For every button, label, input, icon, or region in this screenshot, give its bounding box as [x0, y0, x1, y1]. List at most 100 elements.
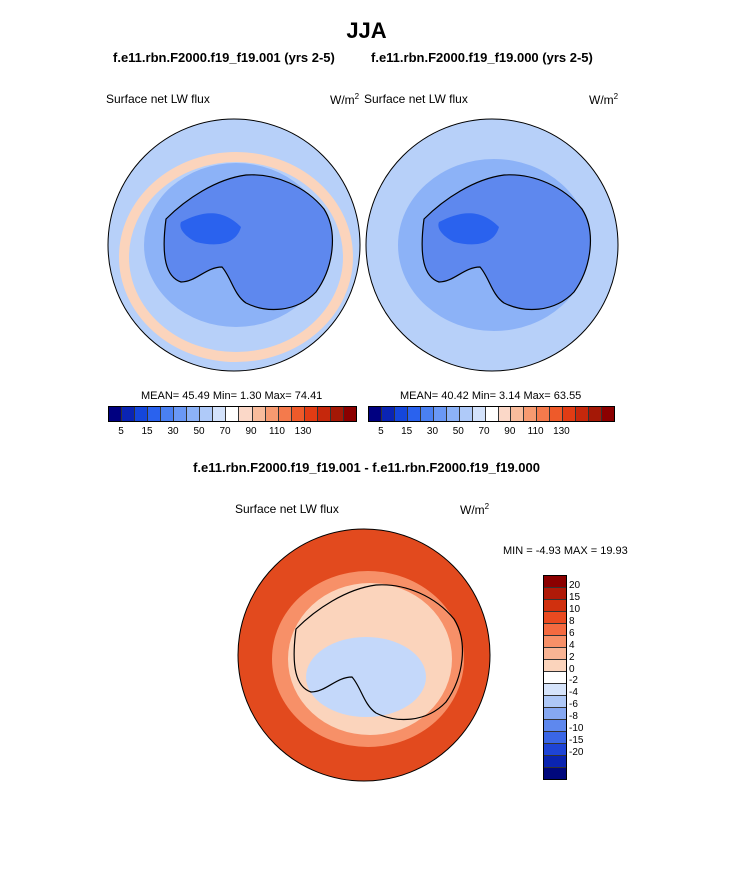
colorbar-tick-label: 8: [569, 615, 575, 627]
colorbar-swatch: [544, 612, 566, 624]
colorbar-tick-label: 10: [569, 603, 581, 615]
colorbar-swatch: [544, 684, 566, 696]
antarctica-land: [164, 174, 333, 310]
colorbar-tick-label: 90: [245, 426, 257, 437]
antarctica-deep-region: [180, 213, 241, 245]
panel-left-units: W/m2: [330, 92, 360, 107]
colorbar-swatch: [537, 407, 551, 421]
colorbar-swatch: [544, 624, 566, 636]
colorbar-swatch: [544, 708, 566, 720]
diff-variable: Surface net LW flux: [235, 502, 339, 516]
panel-left-case-title: f.e11.rbn.F2000.f19_f19.001 (yrs 2-5): [113, 50, 335, 65]
colorbar-swatch: [544, 600, 566, 612]
colorbar-tick-label: 20: [569, 579, 581, 591]
warm-ring: [119, 152, 353, 362]
colorbar-swatch: [498, 407, 512, 421]
colorbar-swatch: [550, 407, 564, 421]
diff-units: W/m2: [460, 502, 490, 517]
colorbar-tick-label: 30: [167, 426, 179, 437]
colorbar-tick-label: -4: [569, 687, 578, 699]
colorbar-swatch: [446, 407, 460, 421]
colorbar-tick-label: 130: [553, 426, 570, 437]
colorbar-swatch: [544, 588, 566, 600]
colorbar-swatch: [563, 407, 577, 421]
colorbar-swatch: [239, 407, 253, 421]
colorbar-tick-label: 50: [193, 426, 205, 437]
panel-right-case-title: f.e11.rbn.F2000.f19_f19.000 (yrs 2-5): [371, 50, 593, 65]
panel-right-stats: MEAN= 40.42 Min= 3.14 Max= 63.55: [400, 390, 582, 402]
colorbar-swatch: [343, 407, 356, 421]
colorbar-swatch: [109, 407, 123, 421]
coastline: [163, 174, 334, 311]
polar-map-right: [365, 118, 619, 372]
colorbar-tick-label: 15: [141, 426, 153, 437]
colorbar-tick-label: -2: [569, 675, 578, 687]
colorbar-tick-label: 15: [569, 591, 581, 603]
colorbar-swatch: [291, 407, 305, 421]
coastline: [421, 174, 592, 311]
colorbar-swatch: [544, 648, 566, 660]
colorbar-swatch: [135, 407, 149, 421]
colorbar-tick-label: 0: [569, 663, 575, 675]
colorbar-swatch: [524, 407, 538, 421]
figure-title: JJA: [346, 18, 387, 43]
colorbar-swatch: [544, 732, 566, 744]
colorbar-swatch: [407, 407, 421, 421]
colorbar-swatch: [265, 407, 279, 421]
colorbar-swatch: [511, 407, 525, 421]
coastline: [293, 584, 464, 721]
colorbar-swatch: [544, 636, 566, 648]
colorbar-swatch: [544, 744, 566, 756]
colorbar-swatch: [589, 407, 603, 421]
panel-left-variable: Surface net LW flux: [106, 92, 210, 106]
colorbar-swatch: [602, 407, 615, 421]
diff-title: f.e11.rbn.F2000.f19_f19.001 - f.e11.rbn.…: [193, 460, 540, 475]
colorbar-tick-label: 5: [118, 426, 124, 437]
colorbar-swatch: [544, 576, 566, 588]
colorbar-swatch: [544, 720, 566, 732]
colorbar-tick-label: 50: [452, 426, 464, 437]
colorbar-swatch: [381, 407, 395, 421]
colorbar-left: [108, 406, 357, 422]
colorbar-swatch: [576, 407, 590, 421]
colorbar-swatch: [394, 407, 408, 421]
colorbar-swatch: [369, 407, 382, 421]
panel-right-units: W/m2: [589, 92, 619, 107]
panel-left-stats: MEAN= 45.49 Min= 1.30 Max= 74.41: [141, 390, 323, 402]
colorbar-tick-label: -20: [569, 747, 584, 759]
colorbar-tick-label: 30: [426, 426, 439, 437]
colorbar-swatch: [544, 672, 566, 684]
colorbar-tick-label: 15: [401, 426, 413, 437]
polar-map-diff: [237, 528, 491, 782]
colorbar-swatch: [226, 407, 240, 421]
colorbar-tick-label: 6: [569, 627, 575, 639]
colorbar-tick-label: -10: [569, 723, 584, 735]
colorbar-swatch: [174, 407, 188, 421]
colorbar-tick-label: -6: [569, 699, 578, 711]
colorbar-swatch: [200, 407, 214, 421]
antarctica-deep-region: [438, 213, 499, 245]
colorbar-swatch: [420, 407, 434, 421]
colorbar-tick-label: 110: [269, 426, 285, 437]
colorbar-swatch: [213, 407, 227, 421]
colorbar-swatch: [278, 407, 292, 421]
panel-right-variable: Surface net LW flux: [364, 92, 468, 106]
colorbar-tick-label: 70: [219, 426, 231, 437]
colorbar-tick-label: 2: [569, 651, 575, 663]
colorbar-right: [368, 406, 615, 422]
colorbar-swatch: [187, 407, 201, 421]
antarctica-land: [422, 174, 591, 310]
diff-cool-region: [306, 637, 426, 717]
colorbar-swatch: [161, 407, 175, 421]
colorbar-tick-label: 70: [478, 426, 490, 437]
colorbar-swatch: [433, 407, 447, 421]
colorbar-swatch: [544, 768, 566, 779]
diff-stats: MIN = -4.93 MAX = 19.93: [503, 545, 628, 557]
colorbar-swatch: [459, 407, 473, 421]
colorbar-swatch: [472, 407, 486, 421]
colorbar-tick-label: -8: [569, 711, 578, 723]
colorbar-tick-label: -15: [569, 735, 584, 747]
colorbar-swatch: [330, 407, 344, 421]
colorbar-swatch: [148, 407, 162, 421]
colorbar-swatch: [544, 660, 566, 672]
